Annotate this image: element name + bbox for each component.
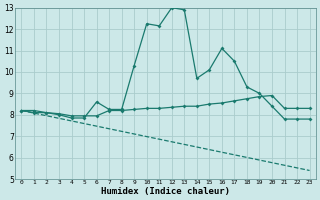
X-axis label: Humidex (Indice chaleur): Humidex (Indice chaleur) [101,187,230,196]
